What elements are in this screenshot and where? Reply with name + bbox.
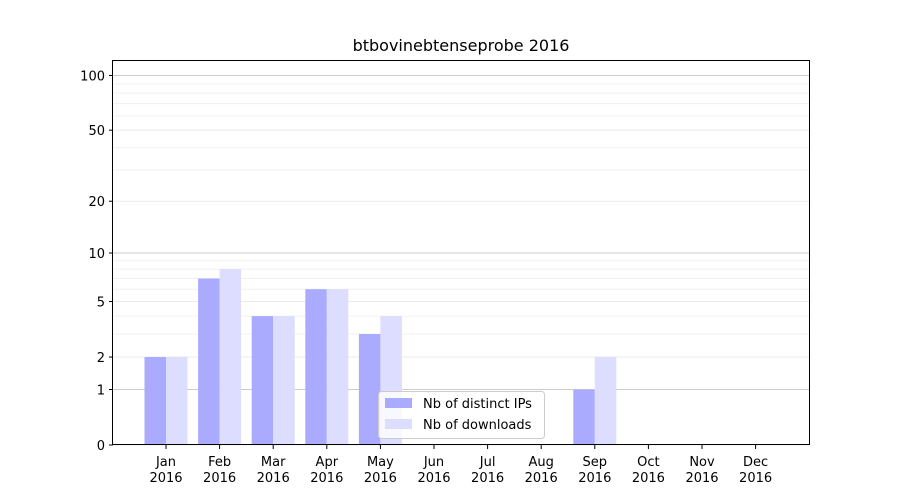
y-tick-label: 0: [97, 439, 105, 454]
bar-downloads: [273, 316, 295, 445]
legend-box: [378, 391, 545, 439]
legend-label-ips: Nb of distinct IPs: [423, 397, 532, 412]
y-tick-label: 10: [88, 247, 105, 262]
x-tick-label-year: 2016: [525, 471, 558, 486]
bars: [144, 269, 617, 445]
bar-distinct-ips: [305, 289, 327, 445]
y-tick-label: 20: [88, 195, 105, 210]
x-tick-label-year: 2016: [632, 471, 665, 486]
y-tick-label: 2: [97, 351, 105, 366]
y-tick-label: 1: [97, 383, 105, 398]
y-tick-label: 5: [97, 296, 105, 311]
x-tick-label-year: 2016: [203, 471, 236, 486]
y-tick-label: 100: [80, 69, 105, 84]
x-axis: Jan2016Feb2016Mar2016Apr2016May2016Jun20…: [149, 445, 772, 486]
bar-distinct-ips: [358, 333, 381, 445]
x-tick-label-month: Aug: [529, 455, 554, 470]
x-tick-label-month: Feb: [208, 455, 231, 470]
x-tick-label-month: Dec: [743, 455, 768, 470]
x-tick-label-year: 2016: [578, 471, 611, 486]
x-tick-label-year: 2016: [149, 471, 182, 486]
x-tick-label-year: 2016: [364, 471, 397, 486]
x-tick-label-month: Apr: [316, 455, 339, 470]
x-tick-label-year: 2016: [257, 471, 290, 486]
x-tick-label-year: 2016: [739, 471, 772, 486]
bar-distinct-ips: [251, 316, 274, 445]
chart-title: btbovinebtenseprobe 2016: [353, 36, 570, 55]
x-tick-label-month: Nov: [689, 455, 715, 470]
x-tick-label-month: Mar: [261, 455, 286, 470]
bar-downloads: [166, 357, 188, 445]
legend-swatch-downloads: [385, 419, 412, 429]
legend-swatch-ips: [385, 398, 412, 408]
x-tick-label-year: 2016: [471, 471, 504, 486]
y-axis: 0 1 2 5 10 20 50 100: [80, 69, 113, 454]
bar-distinct-ips: [198, 278, 220, 445]
y-tick-label: 50: [88, 124, 105, 139]
bar-distinct-ips: [144, 357, 166, 445]
x-tick-label-month: Oct: [637, 455, 659, 470]
x-tick-label-year: 2016: [685, 471, 718, 486]
bar-distinct-ips: [573, 389, 595, 445]
x-tick-label-month: Sep: [583, 455, 608, 470]
x-tick-label-year: 2016: [417, 471, 450, 486]
x-tick-label-month: Jun: [423, 455, 444, 470]
legend-label-downloads: Nb of downloads: [423, 418, 532, 433]
bar-downloads: [219, 269, 242, 445]
x-tick-label-year: 2016: [310, 471, 343, 486]
x-tick-label-month: Jul: [479, 455, 496, 470]
bar-downloads: [594, 357, 617, 445]
x-tick-label-month: Jan: [155, 455, 176, 470]
bar-downloads: [326, 289, 349, 445]
x-tick-label-month: May: [367, 455, 394, 470]
legend: Nb of distinct IPs Nb of downloads: [378, 391, 545, 439]
